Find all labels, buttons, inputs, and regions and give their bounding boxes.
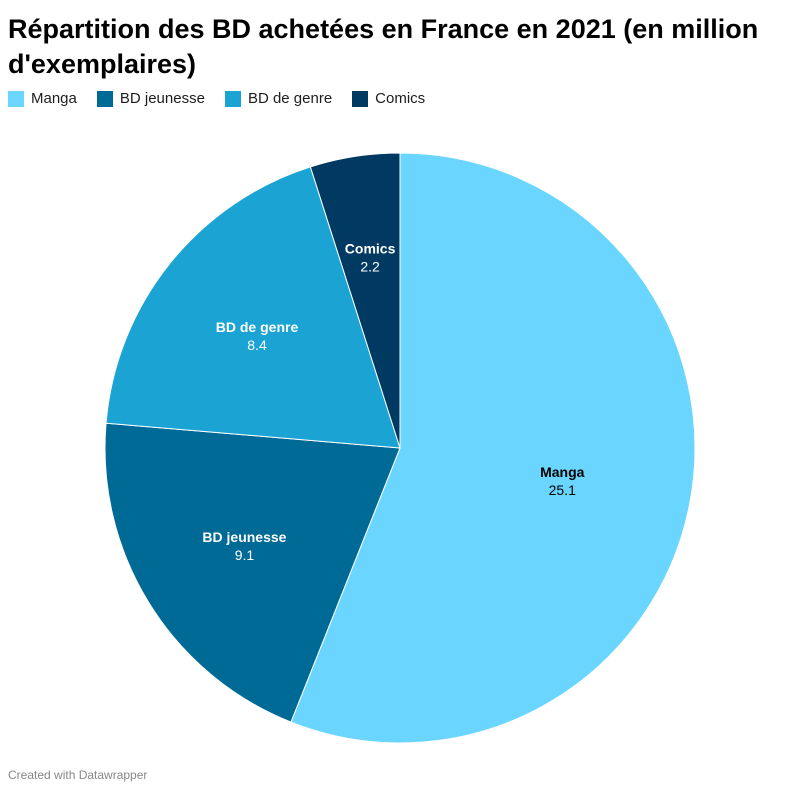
legend-item-bd-jeunesse: BD jeunesse — [96, 90, 205, 107]
legend-item-comics: Comics — [352, 90, 425, 107]
chart-title: Répartition des BD achetées en France en… — [8, 14, 759, 79]
slice-label-comics: Comics — [345, 241, 396, 257]
legend: Manga BD jeunesse BD de genre Comics — [8, 90, 425, 107]
slice-value-manga: 25.1 — [549, 482, 576, 498]
pie-slice-comics — [309, 152, 401, 449]
legend-label-bd-de-genre: BD de genre — [247, 90, 333, 107]
legend-label-bd-jeunesse: BD jeunesse — [119, 90, 205, 107]
slice-value-comics: 2.2 — [360, 259, 380, 275]
slice-value-bd-jeunesse: 9.1 — [235, 547, 255, 563]
slice-value-bd-de-genre: 8.4 — [247, 337, 267, 353]
pie-slice-bd-de-genre — [105, 166, 401, 449]
pie-slice-manga — [290, 152, 696, 744]
legend-label-comics: Comics — [375, 90, 426, 107]
slice-label-manga: Manga — [540, 464, 585, 480]
legend-swatch-bd-de-genre — [224, 90, 241, 107]
slice-label-bd-jeunesse: BD jeunesse — [202, 529, 286, 545]
credit-line: Created with Datawrapper — [8, 768, 148, 782]
slice-label-bd-de-genre: BD de genre — [216, 319, 299, 335]
legend-item-bd-de-genre: BD de genre — [224, 90, 333, 107]
legend-swatch-comics — [352, 90, 369, 107]
legend-item-manga: Manga — [8, 90, 77, 107]
pie-slice-bd-jeunesse — [104, 422, 401, 723]
legend-swatch-manga — [8, 90, 24, 107]
legend-label-manga: Manga — [31, 90, 77, 107]
legend-swatch-bd-jeunesse — [96, 90, 113, 107]
